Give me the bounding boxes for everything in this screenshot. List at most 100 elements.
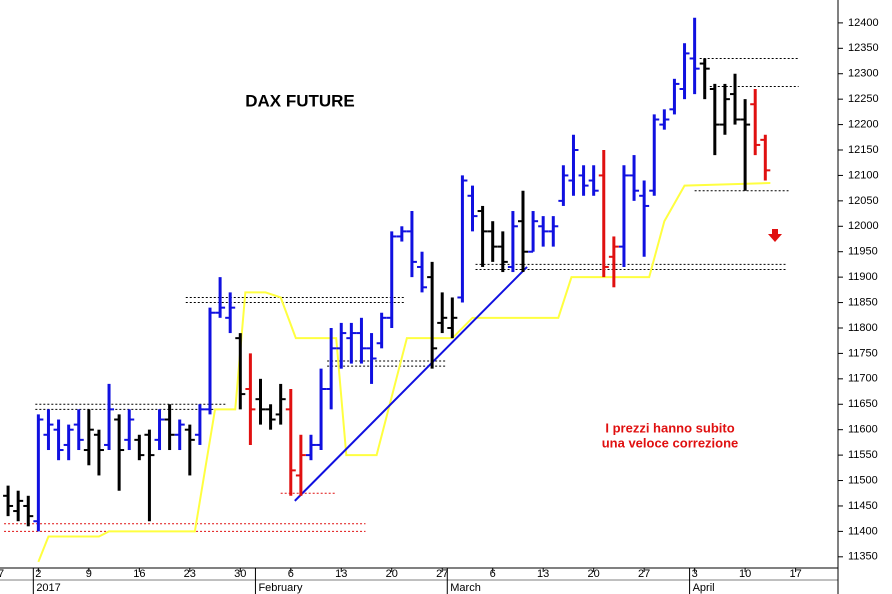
overlay-line xyxy=(37,182,771,563)
x-tick-label: 30 xyxy=(234,568,246,580)
ohlc-bar xyxy=(174,419,185,451)
ohlc-bar xyxy=(406,211,417,278)
month-label: 2017 xyxy=(36,582,60,594)
ohlc-bar xyxy=(427,261,438,369)
y-tick-label: 12300 xyxy=(848,68,879,80)
ohlc-bar xyxy=(548,216,559,247)
ohlc-bar xyxy=(497,231,508,273)
x-tick-label: 2 xyxy=(35,568,41,580)
y-tick-label: 11750 xyxy=(848,347,878,359)
ohlc-bar xyxy=(659,109,670,130)
x-tick-label: 23 xyxy=(184,568,196,580)
ohlc-bar xyxy=(356,317,367,364)
y-tick-label: 12200 xyxy=(848,118,879,130)
month-label: April xyxy=(693,582,715,594)
overlay-line xyxy=(294,266,528,502)
y-tick-label: 11700 xyxy=(848,373,878,385)
ohlc-bar xyxy=(437,292,448,334)
y-tick-label: 11850 xyxy=(848,296,878,308)
ohlc-bar xyxy=(417,251,428,293)
y-axis: 11350 11400 11450 11500 11550 11600 11650 11700… xyxy=(838,17,879,563)
ohlc-bar xyxy=(83,409,94,466)
ohlc-bar xyxy=(699,58,710,100)
ohlc-bar xyxy=(154,409,165,451)
x-tick-label: 13 xyxy=(335,568,347,580)
x-tick-label: 3 xyxy=(692,568,698,580)
ohlc-bar xyxy=(215,277,226,318)
y-tick-label: 11400 xyxy=(848,525,878,537)
month-label: March xyxy=(450,582,481,594)
ohlc-bar xyxy=(33,414,44,532)
ohlc-bar xyxy=(568,134,579,196)
ohlc-bar xyxy=(588,165,599,196)
ohlc-bar xyxy=(285,389,296,496)
annotation: I prezzi hanno subito xyxy=(605,420,734,435)
month-label: February xyxy=(258,582,303,594)
y-tick-label: 11600 xyxy=(848,424,878,436)
ohlc-bar xyxy=(326,327,337,410)
ohlc-bar xyxy=(184,424,195,476)
y-tick-label: 11950 xyxy=(848,246,878,258)
ohlc-bar xyxy=(93,429,104,476)
ohlc-bar xyxy=(507,211,518,273)
ohlc-bar xyxy=(194,404,205,445)
ohlc-bar xyxy=(608,236,619,288)
ohlc-bar xyxy=(53,419,64,461)
ohlc-bar xyxy=(538,216,549,247)
ohlc-bar xyxy=(649,114,660,196)
ohlc-bar xyxy=(73,409,84,451)
ohlc-bar xyxy=(205,307,216,415)
ohlc-bar xyxy=(760,134,771,181)
ohlc-bar xyxy=(3,485,14,517)
x-tick-label: 9 xyxy=(86,568,92,580)
y-tick-label: 11900 xyxy=(848,271,878,283)
ohlc-bar xyxy=(457,175,468,303)
ohlc-bar xyxy=(689,17,700,95)
x-axis: 2729162330613202761320273101724 xyxy=(0,568,802,580)
ohlc-bar xyxy=(275,383,286,425)
ohlc-bar xyxy=(104,383,115,451)
x-tick-label: 20 xyxy=(588,568,600,580)
ohlc-bar xyxy=(558,165,569,206)
x-tick-label: 6 xyxy=(288,568,294,580)
plot-area xyxy=(3,17,799,563)
y-tick-label: 11800 xyxy=(848,322,878,334)
ohlc-bar xyxy=(618,165,629,267)
chart-title: DAX FUTURE xyxy=(245,91,355,110)
x-tick-label: 13 xyxy=(537,568,549,580)
y-tick-label: 11500 xyxy=(848,474,878,486)
down-arrow xyxy=(768,229,782,242)
ohlc-bar xyxy=(164,404,175,451)
ohlc-bar xyxy=(43,409,54,451)
ohlc-bar xyxy=(669,78,680,115)
y-tick-label: 11350 xyxy=(848,551,878,563)
y-tick-label: 11650 xyxy=(848,398,878,410)
y-tick-label: 12000 xyxy=(848,220,879,232)
x-tick-label: 10 xyxy=(739,568,751,580)
x-tick-label: 20 xyxy=(386,568,398,580)
ohlc-bar xyxy=(13,490,24,522)
ohlc-bar xyxy=(265,404,276,430)
x-tick-label: 16 xyxy=(133,568,145,580)
ohlc-bar xyxy=(740,99,751,191)
ohlc-bar xyxy=(598,150,609,278)
ohlc-bar xyxy=(245,353,256,445)
ohlc-bar xyxy=(305,434,316,461)
y-tick-label: 11450 xyxy=(848,500,878,512)
ohlc-bar xyxy=(144,429,155,522)
y-tick-label: 12100 xyxy=(848,169,879,181)
y-tick-label: 12150 xyxy=(848,144,879,156)
ohlc-bar xyxy=(225,292,236,334)
ohlc-bar xyxy=(447,297,458,339)
y-tick-label: 12050 xyxy=(848,195,879,207)
ohlc-bar xyxy=(629,155,640,201)
ohlc-bar xyxy=(709,83,720,156)
ohlc-bar xyxy=(487,221,498,262)
ohlc-bar xyxy=(578,165,589,196)
ohlc-bar xyxy=(255,378,266,425)
ohlc-bar xyxy=(639,180,650,257)
y-tick-label: 12250 xyxy=(848,93,879,105)
ohlc-bar xyxy=(134,434,145,461)
ohlc-bar xyxy=(679,43,690,100)
